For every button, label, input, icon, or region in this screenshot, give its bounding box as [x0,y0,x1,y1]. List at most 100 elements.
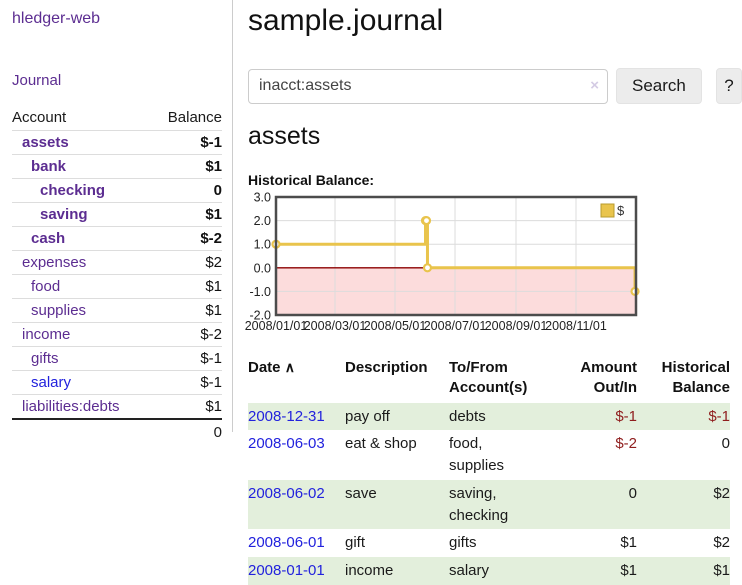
search-button[interactable]: Search [616,68,702,104]
sidebar-account-link[interactable]: expenses [22,254,87,271]
sidebar-account-link[interactable]: gifts [31,350,59,367]
sidebar-account-row: bank $1 [12,154,222,179]
transaction-date-link[interactable]: 2008-12-31 [248,407,325,425]
transaction-balance: $1 [713,562,730,579]
register-header-balance: Historical Balance [661,359,730,397]
account-balance: $-1 [200,134,222,151]
transaction-amount: $-2 [615,435,637,453]
sidebar: hledger-web Journal Account Balance asse… [0,0,233,441]
sidebar-account-row: food $1 [12,274,222,299]
sidebar-account-row: salary $-1 [12,370,222,395]
account-balance: $-2 [200,326,222,343]
sidebar-item-journal[interactable]: Journal [12,72,62,89]
account-balance: $1 [205,278,222,295]
sidebar-account-link[interactable]: cash [31,230,66,247]
transaction-balance: $2 [713,484,730,502]
sidebar-account-link[interactable]: bank [31,158,67,175]
accounts-header-account: Account [12,109,67,126]
account-balance: $1 [205,206,222,223]
transaction-accounts: gifts [449,534,477,552]
transaction-accounts: saving, checking [449,484,509,524]
transaction-date-link[interactable]: 2008-06-03 [248,435,325,453]
svg-text:2008/05/01: 2008/05/01 [364,319,427,333]
accounts-total-row: 0 [12,419,222,445]
sidebar-account-link[interactable]: income [22,326,71,343]
register-header-date[interactable]: Date ∧ [248,359,295,376]
register-row: 2008-06-01 gift gifts $1 $2 [248,529,730,557]
chart-label: Historical Balance: [248,172,375,188]
sidebar-account-row: gifts $-1 [12,346,222,371]
transaction-description: pay off [345,407,390,425]
svg-text:3.0: 3.0 [254,191,271,205]
sidebar-account-row: assets $-1 [12,130,222,155]
svg-text:2008/03/01: 2008/03/01 [304,319,367,333]
clear-search-icon[interactable]: × [590,76,599,94]
sidebar-account-row: cash $-2 [12,226,222,251]
sort-asc-icon: ∧ [284,359,295,375]
transaction-description: gift [345,534,366,552]
account-balance: $1 [205,398,222,415]
sidebar-account-row: saving $1 [12,202,222,227]
svg-text:2008/07/01: 2008/07/01 [424,319,487,333]
svg-text:2008/09/01: 2008/09/01 [485,319,548,333]
transaction-balance: $-1 [708,407,730,425]
sidebar-account-link[interactable]: checking [40,182,106,199]
account-balance: $2 [205,254,222,271]
sidebar-account-link[interactable]: liabilities:debts [22,398,120,415]
main-content: sample.journal × Search ? assets Histori… [245,0,742,585]
transaction-date-link[interactable]: 2008-01-01 [248,562,325,579]
accounts-total-value: 0 [213,424,222,441]
account-balance: $-2 [200,230,222,247]
sidebar-account-row: expenses $2 [12,250,222,275]
register-table: Date ∧ Description To/From Account(s) Am… [248,356,730,585]
account-balance: $1 [205,302,222,319]
register-header-description: Description [345,359,428,376]
sidebar-account-link[interactable]: salary [31,374,72,391]
transaction-amount: $1 [620,562,637,579]
sidebar-account-link[interactable]: assets [22,134,69,151]
help-button[interactable]: ? [715,68,742,104]
search-input[interactable] [248,68,608,104]
register-row: 2008-01-01 income salary $1 $1 [248,557,730,585]
search-form: × Search ? [248,68,742,104]
account-balance: $1 [205,158,222,175]
transaction-date-link[interactable]: 2008-06-01 [248,534,325,552]
sidebar-account-link[interactable]: saving [40,206,88,223]
svg-text:2.0: 2.0 [254,214,271,228]
transaction-balance: 0 [721,435,730,453]
app-brand-link[interactable]: hledger-web [12,10,101,27]
svg-text:-1.0: -1.0 [249,285,271,299]
sidebar-account-row: checking 0 [12,178,222,203]
sidebar-account-link[interactable]: supplies [31,302,87,319]
accounts-header-balance: Balance [167,109,222,126]
transaction-description: save [345,484,377,502]
transaction-accounts: debts [449,407,486,425]
transaction-accounts: salary [449,562,490,579]
transaction-description: income [345,562,394,579]
register-row: 2008-12-31 pay off debts $-1 $-1 [248,402,730,431]
account-balance: $-1 [200,374,222,391]
sidebar-account-link[interactable]: food [31,278,61,295]
svg-text:2008/11/01: 2008/11/01 [545,319,607,333]
register-row: 2008-06-03 eat & shop food, supplies $-2 0 [248,430,730,480]
sidebar-account-row: supplies $1 [12,298,222,323]
accounts-table-body: assets $-1 bank $1 checking 0 saving $1 cash $-2 e… [12,130,222,420]
transaction-amount: 0 [628,484,637,502]
sidebar-account-row: income $-2 [12,322,222,347]
accounts-table: Account Balance assets $-1 bank $1 checking 0… [12,107,222,445]
svg-text:2008/01/01: 2008/01/01 [245,319,308,333]
transaction-description: eat & shop [345,435,417,453]
account-title: assets [248,122,321,150]
register-row: 2008-06-02 save saving, checking 0 $2 [248,479,730,530]
svg-text:0.0: 0.0 [254,261,271,275]
register-table-body: 2008-12-31 pay off debts $-1 $-1 2008-06-03 ea… [248,402,730,585]
transaction-amount: $-1 [615,407,637,425]
svg-text:$: $ [617,203,625,218]
register-header-accounts: To/From Account(s) [449,359,528,397]
transaction-date-link[interactable]: 2008-06-02 [248,484,325,502]
historical-balance-chart: $3.0 2.0 1.0 0.0 -1.0 -2.02008/01/012008/03/0… [245,191,640,333]
account-balance: $-1 [200,350,222,367]
page-title: sample.journal [248,4,444,37]
transaction-balance: $2 [713,534,730,552]
svg-text:-2.0: -2.0 [249,309,271,323]
